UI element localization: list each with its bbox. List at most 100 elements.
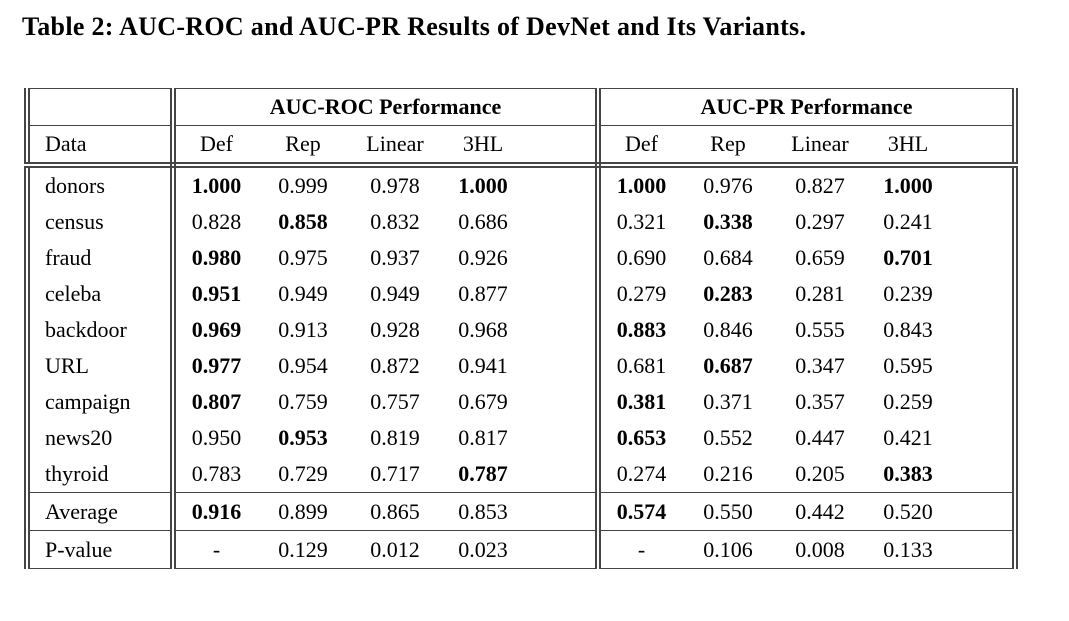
value-cell: 0.701 (883, 245, 933, 270)
spacer-cell (950, 531, 1015, 569)
spacer-cell (950, 384, 1015, 420)
value-cell: 0.827 (795, 173, 845, 198)
value-cell: 0.953 (278, 425, 328, 450)
row-label: campaign (27, 384, 176, 420)
value-cell: 0.338 (703, 209, 753, 234)
value-cell: 0.853 (458, 499, 508, 524)
value-cell: 1.000 (458, 173, 508, 198)
value-cell: 0.023 (458, 537, 508, 562)
value-cell: 0.216 (703, 461, 753, 486)
value-cell: 0.421 (883, 425, 933, 450)
value-cell: 0.008 (795, 537, 845, 562)
value-cell: 0.259 (883, 389, 933, 414)
spacer-cell (950, 312, 1015, 348)
spacer-cell (525, 204, 601, 240)
group-header-row: AUC-ROC Performance AUC-PR Performance (27, 88, 1015, 126)
value-cell: 0.347 (795, 353, 845, 378)
column-header-roc-linear: Linear (349, 125, 441, 168)
value-cell: 0.916 (191, 499, 242, 524)
value-cell: 0.950 (191, 425, 242, 450)
value-cell: 0.381 (616, 389, 667, 414)
value-cell: 0.659 (795, 245, 845, 270)
group-header-auc-pr: AUC-PR Performance (598, 88, 1015, 126)
value-cell: 0.968 (458, 317, 508, 342)
spacer-cell (950, 165, 1015, 204)
results-table: AUC-ROC Performance AUC-PR Performance D… (24, 88, 1018, 569)
value-cell: 0.274 (616, 461, 667, 486)
value-cell: 0.550 (703, 499, 753, 524)
value-cell: 0.976 (703, 173, 753, 198)
value-cell: 0.858 (278, 209, 328, 234)
table-row-celeba: celeba 0.951 0.949 0.949 0.877 0.279 0.283 0.28… (27, 276, 1015, 312)
value-cell: 0.787 (458, 461, 508, 486)
column-header-pr-3hl: 3HL (866, 125, 950, 168)
row-label: thyroid (27, 456, 176, 493)
value-cell: 0.653 (616, 425, 667, 450)
value-cell: 0.442 (795, 499, 845, 524)
value-cell: 0.978 (370, 173, 420, 198)
value-cell: 0.980 (191, 245, 242, 270)
value-cell: 1.000 (191, 173, 242, 198)
value-cell: 0.899 (278, 499, 328, 524)
column-header-pr-rep: Rep (682, 125, 774, 168)
table-caption: Table 2: AUC-ROC and AUC-PR Results of D… (22, 12, 807, 41)
value-cell: 0.926 (458, 245, 508, 270)
row-label: news20 (27, 420, 176, 456)
value-cell: 0.595 (883, 353, 933, 378)
spacer-cell (950, 204, 1015, 240)
value-cell: 0.883 (616, 317, 667, 342)
value-cell: 0.447 (795, 425, 845, 450)
value-cell: 1.000 (883, 173, 933, 198)
spacer-cell (950, 456, 1015, 493)
value-cell: 0.283 (703, 281, 753, 306)
value-cell: 0.954 (278, 353, 328, 378)
table-row-thyroid: thyroid 0.783 0.729 0.717 0.787 0.274 0.216 0.2… (27, 456, 1015, 493)
table-row-census: census 0.828 0.858 0.832 0.686 0.321 0.338 0.29… (27, 204, 1015, 240)
column-header-roc-def: Def (173, 125, 257, 168)
value-cell: - (212, 537, 221, 562)
value-cell: 0.783 (191, 461, 242, 486)
value-cell: 0.690 (616, 245, 667, 270)
row-label: URL (27, 348, 176, 384)
spacer-cell (525, 276, 601, 312)
row-label: backdoor (27, 312, 176, 348)
spacer-cell (950, 493, 1015, 531)
value-cell: 0.872 (370, 353, 420, 378)
value-cell: 0.729 (278, 461, 328, 486)
spacer-cell (525, 125, 601, 168)
value-cell: 0.321 (616, 209, 667, 234)
spacer-cell (525, 240, 601, 276)
column-header-row: Data Def Rep Linear 3HL Def Rep Linear 3… (27, 125, 1015, 168)
table-body: donors 1.000 0.999 0.978 1.000 1.000 0.976 0.82… (27, 165, 1015, 569)
value-cell: 0.928 (370, 317, 420, 342)
value-cell: 0.913 (278, 317, 328, 342)
value-cell: 0.133 (883, 537, 933, 562)
row-label: donors (27, 165, 176, 204)
spacer-cell (525, 348, 601, 384)
value-cell: 0.686 (458, 209, 508, 234)
group-header-auc-roc: AUC-ROC Performance (173, 88, 601, 126)
value-cell: 0.687 (703, 353, 753, 378)
table-row-url: URL 0.977 0.954 0.872 0.941 0.681 0.687 0.347 0.… (27, 348, 1015, 384)
value-cell: 0.969 (191, 317, 242, 342)
value-cell: 0.681 (616, 353, 667, 378)
value-cell: 0.279 (616, 281, 667, 306)
spacer-cell (525, 312, 601, 348)
table-row-donors: donors 1.000 0.999 0.978 1.000 1.000 0.976 0.82… (27, 165, 1015, 204)
value-cell: 0.520 (883, 499, 933, 524)
value-cell: 0.106 (703, 537, 753, 562)
value-cell: 0.679 (458, 389, 508, 414)
spacer-cell (950, 276, 1015, 312)
table-row-news20: news20 0.950 0.953 0.819 0.817 0.653 0.552 0.44… (27, 420, 1015, 456)
spacer-cell (950, 348, 1015, 384)
row-label: celeba (27, 276, 176, 312)
value-cell: 0.937 (370, 245, 420, 270)
spacer-cell (950, 420, 1015, 456)
value-cell: 0.012 (370, 537, 420, 562)
value-cell: 0.819 (370, 425, 420, 450)
value-cell: 0.552 (703, 425, 753, 450)
value-cell: 0.949 (278, 281, 328, 306)
value-cell: 0.205 (795, 461, 845, 486)
column-header-data: Data (27, 125, 176, 168)
value-cell: 0.846 (703, 317, 753, 342)
